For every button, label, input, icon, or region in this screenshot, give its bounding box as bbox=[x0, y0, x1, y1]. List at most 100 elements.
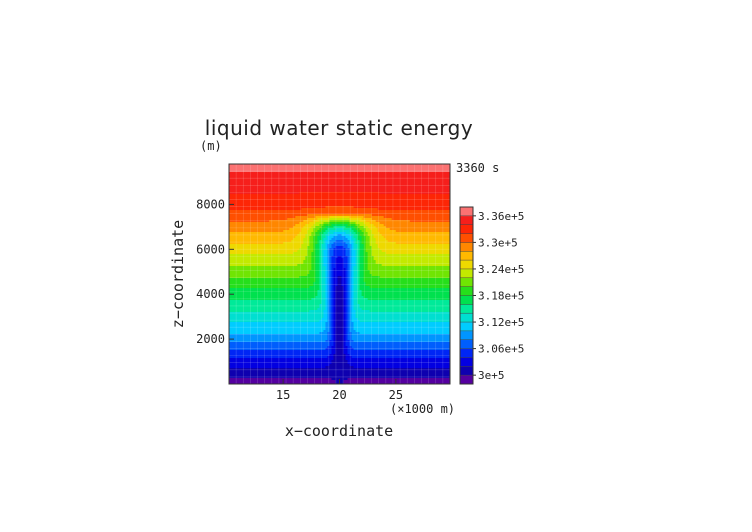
heatmap-cell bbox=[247, 308, 250, 311]
heatmap-cell bbox=[235, 174, 238, 177]
heatmap-cell bbox=[257, 172, 260, 175]
heatmap-cell bbox=[285, 360, 288, 363]
heatmap-cell bbox=[275, 178, 278, 181]
heatmap-cell bbox=[255, 346, 258, 349]
heatmap-cell bbox=[281, 302, 284, 305]
heatmap-cell bbox=[289, 296, 292, 299]
heatmap-cell bbox=[241, 358, 244, 361]
heatmap-cell bbox=[267, 168, 270, 171]
heatmap-cell bbox=[267, 282, 270, 285]
heatmap-cell bbox=[263, 238, 266, 241]
heatmap-cell bbox=[283, 232, 286, 235]
heatmap-cell bbox=[231, 274, 234, 277]
heatmap-cell bbox=[239, 272, 242, 275]
heatmap-cell bbox=[253, 248, 256, 251]
heatmap-cell bbox=[269, 338, 272, 341]
heatmap-cell bbox=[245, 316, 248, 319]
heatmap-cell bbox=[291, 296, 294, 299]
heatmap-cell bbox=[293, 256, 296, 259]
heatmap-cell bbox=[291, 238, 294, 241]
heatmap-cell bbox=[295, 200, 298, 203]
heatmap-cell bbox=[275, 312, 278, 315]
heatmap-cell bbox=[287, 344, 290, 347]
heatmap-cell bbox=[267, 176, 270, 179]
heatmap-cell bbox=[289, 202, 292, 205]
heatmap-cell bbox=[267, 234, 270, 237]
heatmap-cell bbox=[243, 210, 246, 213]
heatmap-cell bbox=[253, 168, 256, 171]
heatmap-cell bbox=[253, 336, 256, 339]
heatmap-cell bbox=[263, 204, 266, 207]
heatmap-cell bbox=[283, 254, 286, 257]
heatmap-cell bbox=[261, 332, 264, 335]
heatmap-cell bbox=[293, 324, 296, 327]
heatmap-cell bbox=[241, 376, 244, 379]
heatmap-cell bbox=[231, 256, 234, 259]
heatmap-cell bbox=[253, 244, 256, 247]
heatmap-cell bbox=[245, 286, 248, 289]
heatmap-cell bbox=[245, 256, 248, 259]
heatmap-cell bbox=[257, 270, 260, 273]
heatmap-cell bbox=[287, 176, 290, 179]
heatmap-cell bbox=[263, 168, 266, 171]
heatmap-cell bbox=[291, 196, 294, 199]
heatmap-cell bbox=[241, 330, 244, 333]
heatmap-cell bbox=[239, 268, 242, 271]
heatmap-cell bbox=[265, 274, 268, 277]
heatmap-cell bbox=[251, 258, 254, 261]
heatmap-cell bbox=[265, 276, 268, 279]
heatmap-cell bbox=[233, 226, 236, 229]
heatmap-cell bbox=[235, 268, 238, 271]
heatmap-cell bbox=[245, 220, 248, 223]
heatmap-cell bbox=[263, 324, 266, 327]
heatmap-cell bbox=[247, 316, 250, 319]
heatmap-cell bbox=[255, 176, 258, 179]
heatmap-cell bbox=[257, 214, 260, 217]
heatmap-cell bbox=[251, 376, 254, 379]
heatmap-cell bbox=[275, 316, 278, 319]
heatmap-cell bbox=[287, 244, 290, 247]
heatmap-cell bbox=[279, 212, 282, 215]
heatmap-cell bbox=[281, 186, 284, 189]
heatmap-cell bbox=[249, 282, 252, 285]
heatmap-cell bbox=[281, 310, 284, 313]
heatmap-cell bbox=[293, 304, 296, 307]
heatmap-cell bbox=[291, 268, 294, 271]
heatmap-cell bbox=[229, 314, 232, 317]
heatmap-cell bbox=[293, 222, 296, 225]
heatmap-cell bbox=[289, 286, 292, 289]
heatmap-cell bbox=[269, 310, 272, 313]
heatmap-cell bbox=[229, 232, 232, 235]
heatmap-cell bbox=[273, 186, 276, 189]
heatmap-cell bbox=[277, 266, 280, 269]
heatmap-cell bbox=[291, 334, 294, 337]
heatmap-cell bbox=[279, 310, 282, 313]
heatmap-cell bbox=[285, 296, 288, 299]
heatmap-cell bbox=[289, 228, 292, 231]
heatmap-cell bbox=[279, 232, 282, 235]
heatmap-cell bbox=[253, 288, 256, 291]
heatmap-cell bbox=[271, 354, 274, 357]
heatmap-cell bbox=[263, 242, 266, 245]
heatmap-cell bbox=[291, 224, 294, 227]
heatmap-cell bbox=[257, 232, 260, 235]
heatmap-cell bbox=[275, 186, 278, 189]
heatmap-cell bbox=[243, 212, 246, 215]
heatmap-cell bbox=[289, 168, 292, 171]
heatmap-cell bbox=[229, 186, 232, 189]
heatmap-cell bbox=[285, 268, 288, 271]
heatmap-cell bbox=[239, 238, 242, 241]
heatmap-cell bbox=[237, 196, 240, 199]
heatmap-cell bbox=[237, 348, 240, 351]
heatmap-cell bbox=[243, 194, 246, 197]
heatmap-cell bbox=[287, 348, 290, 351]
heatmap-cell bbox=[243, 246, 246, 249]
heatmap-cell bbox=[285, 356, 288, 359]
heatmap-cell bbox=[267, 342, 270, 345]
heatmap-cell bbox=[279, 334, 282, 337]
heatmap-cell bbox=[237, 278, 240, 281]
heatmap-cell bbox=[263, 228, 266, 231]
heatmap-cell bbox=[287, 312, 290, 315]
heatmap-cell bbox=[243, 198, 246, 201]
heatmap-cell bbox=[241, 360, 244, 363]
